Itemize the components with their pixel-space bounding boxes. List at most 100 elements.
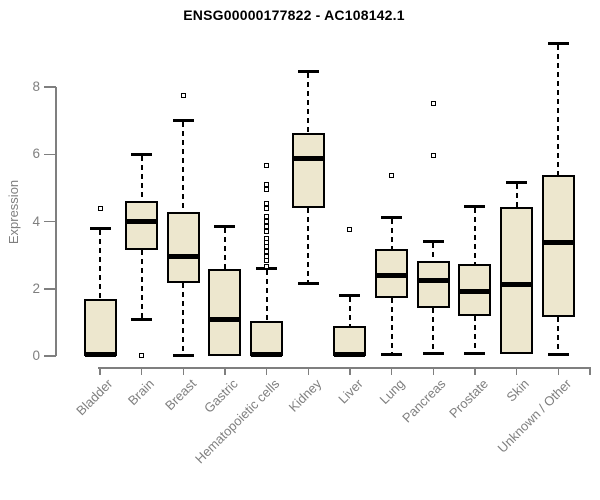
- upper-whisker: [557, 44, 560, 176]
- x-axis-line: [98, 367, 590, 369]
- y-axis-tick: [44, 153, 56, 155]
- box: [166, 212, 200, 284]
- upper-whisker-cap: [172, 119, 194, 123]
- outlier-point: [264, 244, 270, 250]
- outlier-point: [264, 224, 270, 230]
- x-axis-tick: [474, 367, 476, 375]
- upper-whisker: [265, 270, 268, 322]
- upper-whisker: [182, 122, 185, 213]
- x-axis-tick: [265, 367, 268, 375]
- y-axis-tick: [44, 86, 56, 88]
- y-tick-label: 2: [32, 280, 40, 296]
- box: [125, 201, 159, 251]
- lower-whisker-cap: [464, 351, 486, 355]
- x-axis-end-tick: [589, 367, 591, 375]
- lower-whisker: [182, 283, 185, 354]
- upper-whisker-cap: [422, 240, 444, 244]
- median-line: [501, 281, 533, 287]
- outlier-point: [264, 235, 270, 241]
- outlier-point: [264, 219, 270, 224]
- outlier-point: [264, 187, 270, 193]
- y-tick-label: 0: [32, 348, 40, 363]
- box: [250, 321, 284, 356]
- median-line: [417, 277, 449, 283]
- lower-whisker-cap: [547, 353, 569, 357]
- upper-whisker-cap: [131, 152, 153, 156]
- x-tick-label: Skin: [503, 376, 533, 405]
- lower-whisker-cap: [381, 352, 403, 356]
- box: [291, 133, 325, 209]
- upper-whisker-cap: [214, 225, 236, 229]
- y-tick-label: 6: [32, 146, 40, 162]
- lower-whisker-cap: [297, 282, 319, 286]
- median-line: [542, 239, 574, 245]
- lower-whisker-cap: [172, 353, 194, 357]
- upper-whisker: [140, 155, 143, 202]
- x-axis-tick: [349, 367, 351, 375]
- outlier-point: [139, 352, 145, 358]
- x-tick-label: Prostate: [445, 376, 491, 421]
- box: [83, 298, 117, 356]
- upper-whisker: [515, 183, 518, 207]
- outlier-point: [430, 101, 436, 107]
- y-axis-label: Expression: [6, 179, 21, 245]
- x-tick-label: Bladder: [73, 376, 116, 419]
- median-line: [292, 155, 324, 161]
- upper-whisker-cap: [339, 293, 361, 297]
- outlier-point: [264, 162, 270, 168]
- upper-whisker: [307, 73, 310, 134]
- x-tick-label: Pancreas: [399, 376, 449, 426]
- median-line: [459, 288, 491, 294]
- upper-whisker: [432, 243, 435, 261]
- outlier-point: [97, 205, 103, 211]
- x-axis-tick: [224, 367, 226, 375]
- lower-whisker-cap: [422, 351, 444, 355]
- upper-whisker: [390, 218, 393, 250]
- lower-whisker: [307, 208, 310, 283]
- median-line: [84, 351, 116, 357]
- upper-whisker: [223, 228, 226, 270]
- lower-whisker-cap: [131, 317, 153, 321]
- x-tick-label: Kidney: [285, 376, 324, 415]
- outlier-point: [264, 253, 270, 259]
- lower-whisker: [473, 315, 476, 352]
- y-axis-tick: [44, 355, 56, 357]
- lower-whisker: [390, 297, 393, 353]
- x-tick-label: Lung: [376, 376, 408, 408]
- x-axis-tick: [99, 367, 101, 375]
- x-tick-label: Brain: [125, 376, 158, 409]
- upper-whisker-cap: [547, 41, 569, 45]
- x-axis-tick: [432, 367, 435, 375]
- box: [208, 269, 242, 356]
- outlier-point: [264, 205, 270, 211]
- chart-title: ENSG00000177822 - AC108142.1: [183, 7, 405, 23]
- outlier-point: [264, 200, 270, 206]
- y-tick-label: 8: [32, 79, 40, 94]
- y-tick-label: 4: [32, 213, 40, 229]
- outlier-point: [264, 213, 270, 219]
- x-tick-label: Liver: [335, 376, 366, 407]
- outlier-point: [264, 182, 270, 187]
- x-axis-tick: [557, 367, 559, 375]
- x-tick-label: Unknown / Other: [494, 376, 574, 456]
- x-axis-tick: [140, 367, 143, 375]
- x-tick-label: Breast: [161, 376, 199, 414]
- upper-whisker-cap: [89, 226, 111, 230]
- x-axis-tick: [307, 367, 310, 375]
- outlier-point: [389, 172, 395, 178]
- median-line: [334, 351, 366, 357]
- y-axis-tick: [44, 220, 56, 223]
- x-axis-tick: [390, 367, 393, 375]
- box: [416, 260, 450, 309]
- upper-whisker-cap: [297, 70, 319, 74]
- lower-whisker: [432, 308, 435, 352]
- median-line: [209, 317, 241, 323]
- outlier-point: [430, 153, 436, 159]
- outlier-point: [264, 263, 270, 269]
- median-line: [167, 254, 199, 260]
- lower-whisker: [140, 250, 143, 318]
- upper-whisker-cap: [464, 204, 486, 208]
- upper-whisker: [99, 229, 101, 299]
- upper-whisker: [348, 296, 351, 326]
